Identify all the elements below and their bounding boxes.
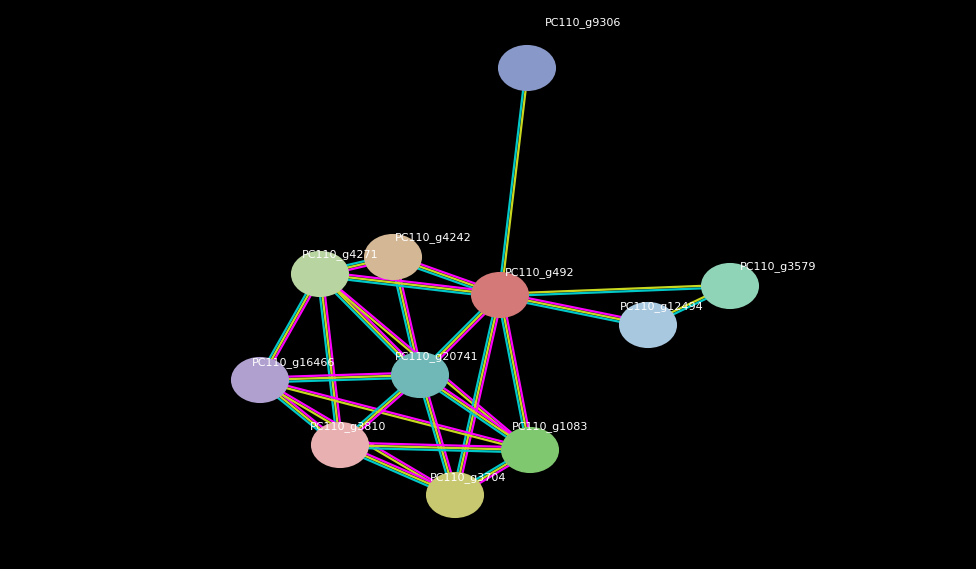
Ellipse shape xyxy=(502,428,558,472)
Ellipse shape xyxy=(702,264,758,308)
Text: PC110_g492: PC110_g492 xyxy=(505,267,575,278)
Text: PC110_g12494: PC110_g12494 xyxy=(620,301,704,312)
Text: PC110_g3810: PC110_g3810 xyxy=(310,421,386,432)
Ellipse shape xyxy=(365,235,421,279)
Text: PC110_g4242: PC110_g4242 xyxy=(395,232,471,243)
Text: PC110_g20741: PC110_g20741 xyxy=(395,351,478,362)
Ellipse shape xyxy=(499,46,555,90)
Text: PC110_g9306: PC110_g9306 xyxy=(545,17,622,28)
Ellipse shape xyxy=(312,423,368,467)
Text: PC110_g3704: PC110_g3704 xyxy=(430,472,507,483)
Ellipse shape xyxy=(232,358,288,402)
Ellipse shape xyxy=(427,473,483,517)
Ellipse shape xyxy=(472,273,528,317)
Ellipse shape xyxy=(292,252,348,296)
Text: PC110_g16466: PC110_g16466 xyxy=(252,357,336,368)
Text: PC110_g3579: PC110_g3579 xyxy=(740,261,817,272)
Text: PC110_g4271: PC110_g4271 xyxy=(302,249,379,260)
Ellipse shape xyxy=(620,303,676,347)
Ellipse shape xyxy=(392,353,448,397)
Text: PC110_g1083: PC110_g1083 xyxy=(512,421,589,432)
